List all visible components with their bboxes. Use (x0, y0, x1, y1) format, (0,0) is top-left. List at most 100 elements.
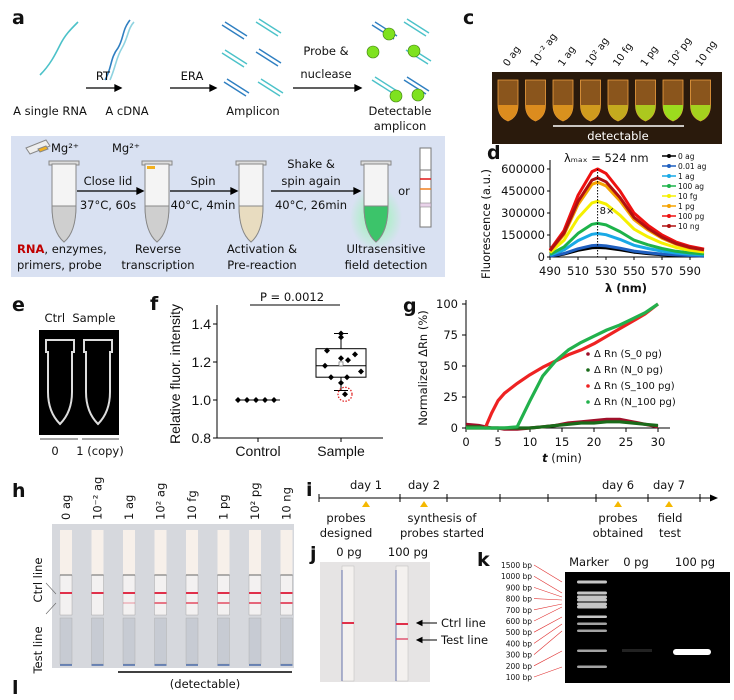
y-tick-label: 25 (443, 390, 458, 404)
data-point (345, 357, 351, 364)
strip-window (154, 574, 167, 616)
ladder-label: 500 bp (506, 628, 532, 637)
strip-sample-pad (91, 617, 104, 665)
step3-top1: Shake & (287, 157, 335, 171)
panel-label-l: l (12, 677, 19, 696)
fold-annotation: 8× (600, 206, 615, 217)
concentration-label: 10 fg (185, 490, 199, 520)
ctrl-line-label: Ctrl line (31, 558, 45, 603)
pointer-line (45, 602, 57, 615)
strip-pad (60, 530, 72, 575)
mg-label-2: Mg²⁺ (112, 141, 140, 155)
legend-label: 0.01 ag (678, 162, 707, 171)
data-point (324, 347, 330, 354)
lane-label: Marker (569, 555, 609, 569)
caption-reagents-2: primers, probe (17, 258, 102, 272)
concentration-label: 1 ag (556, 44, 578, 68)
series-line (549, 243, 705, 258)
step-single-rna: A single RNA (13, 104, 87, 118)
x-axis-label-unit: (min) (548, 451, 582, 465)
copy-label-1: 1 (copy) (76, 444, 123, 458)
marker-band (577, 605, 607, 609)
step-amplicon: Amplicon (226, 104, 279, 118)
x-axis-label-variable: t (542, 451, 548, 465)
panel-label-d: d (487, 142, 501, 164)
day-label: day 6 (602, 478, 634, 492)
pointer-arrows (415, 619, 437, 644)
y-tick-label: 300000 (501, 206, 545, 220)
ladder-pointer (533, 630, 563, 655)
concentration-label: 1 pg (639, 44, 661, 69)
y-tick-label: 1.2 (192, 354, 212, 370)
data-point (338, 379, 344, 386)
caption-detection-2: field detection (345, 258, 428, 272)
event-label: probes (598, 511, 637, 525)
marker-band (577, 615, 607, 618)
gel-image (565, 572, 730, 683)
legend-marker (586, 368, 590, 372)
event-label: synthesis of (408, 511, 478, 525)
series-line (466, 302, 659, 430)
band-0pg (622, 649, 652, 652)
y-tick-label: 1.4 (192, 316, 212, 332)
marker-band (577, 591, 607, 595)
legend-label: 0 ag (678, 152, 695, 161)
strip-window (122, 574, 136, 616)
mean-marker (338, 361, 344, 367)
legend-label: 10 fg (678, 192, 698, 201)
legend-label: 10 ng (678, 222, 700, 231)
j-test-line-label: Test line (440, 633, 488, 647)
panel-label-k: k (477, 549, 490, 571)
legend-marker (586, 400, 590, 404)
strip-window (217, 574, 230, 616)
tube-liquid (498, 105, 518, 121)
timeline-arrowhead (710, 494, 718, 502)
strip-pad (217, 530, 230, 575)
ladder-pointer (533, 666, 563, 678)
ladder-label: 200 bp (506, 662, 532, 671)
milestone-marker-icon (420, 501, 428, 507)
strip-pad (91, 530, 104, 575)
fluorescent-probe-icons (366, 27, 425, 103)
panel-k: k Marker 0 pg 100 pg 1500 bp 1000 bp 900 bp 80… (477, 549, 730, 683)
concentration-label: 1 ag (122, 495, 136, 520)
day-label: day 2 (408, 478, 440, 492)
dna-helix-icon (39, 19, 135, 81)
caption-activation-1: Activation & (227, 242, 297, 256)
caption-activation-2: Pre-reaction (227, 258, 296, 272)
detectable-label: detectable (587, 129, 648, 143)
lambda-max-annotation: λₘₐₓ = 524 nm (564, 151, 649, 165)
pointer-line (45, 582, 57, 595)
panel-i: i day 1 day 2 day 6 day 7probesdesignedsynt… (306, 478, 718, 540)
panel-label-c: c (463, 7, 474, 29)
strip-sample-pad (217, 617, 230, 665)
data-point (358, 368, 364, 375)
event-label: test (659, 526, 682, 540)
step1-bottom: 37°C, 60s (80, 198, 136, 212)
concentration-label: 10 fg (611, 41, 635, 68)
panel-a: a RT ERA Probe & nuclease A single RNA A… (12, 7, 431, 133)
outlier-highlight (337, 386, 353, 402)
day-label: day 1 (350, 478, 382, 492)
x-tick-label: 5 (494, 435, 501, 449)
y-axis-label: Normalized ΔRn (%) (416, 310, 430, 426)
p-value: P = 0.0012 (260, 290, 324, 304)
strip-pad (186, 530, 198, 575)
legend-marker (667, 154, 671, 158)
concentration-label: 10 ng (694, 39, 719, 69)
strip-100pg (395, 565, 409, 682)
concentration-label: 10² pg (666, 36, 694, 69)
panel-label-g: g (403, 295, 417, 317)
legend-label: 100 pg (678, 212, 704, 221)
data-point (328, 374, 334, 381)
legend-label: 1 pg (678, 202, 695, 211)
x-axis-label: λ (nm) (605, 281, 647, 295)
tube-liquid (553, 105, 573, 121)
x-axis-label: t (min) (542, 451, 582, 465)
strip-window (248, 574, 262, 616)
panel-label-a: a (12, 7, 25, 29)
fluorescence-tube-photo (39, 330, 119, 435)
x-tick-label: Control (235, 443, 280, 459)
ladder-pointer (533, 575, 563, 594)
panel-d: d 0 150000 300000 450000 600000 490 510 530 550 5… (479, 142, 707, 295)
